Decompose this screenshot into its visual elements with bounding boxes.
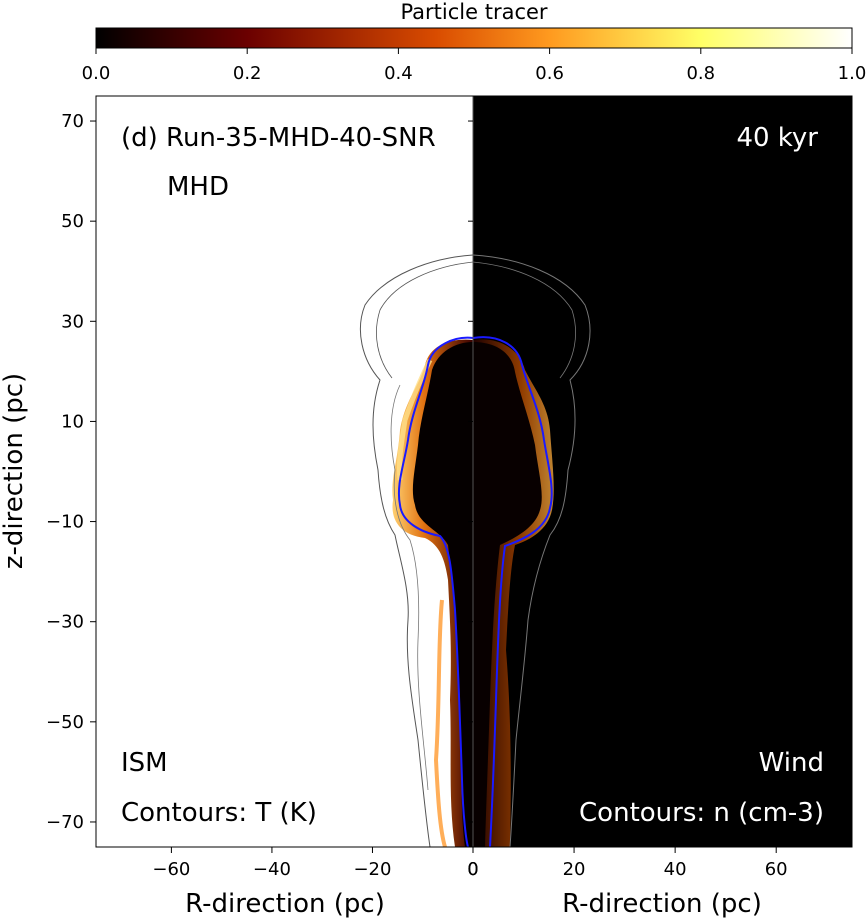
x-right-tick-label: 60: [765, 859, 788, 880]
ism-region-label: ISM: [121, 748, 168, 778]
y-tick-label: −30: [46, 612, 84, 633]
colorbar-tick-label: 0.8: [686, 63, 715, 84]
y-axis-ticks: 70 50 30 10 −10 −30 −50 −70: [46, 111, 473, 833]
colorbar-tick-label: 1.0: [838, 63, 866, 84]
colorbar-gradient: [95, 27, 853, 49]
x-left-tick-label: −40: [253, 859, 291, 880]
time-label: 40 kyr: [736, 123, 818, 153]
x-right-tick-label: 40: [664, 859, 687, 880]
colorbar-tick-label: 0.4: [384, 63, 413, 84]
panel-label: (d) Run-35-MHD-40-SNR: [121, 123, 436, 153]
y-tick-label: 10: [61, 411, 84, 432]
wind-plume: [472, 254, 591, 847]
colorbar-tick-label: 0.6: [535, 63, 564, 84]
x-axis-ticks: −60 −40 −20 00 20 40 60: [152, 847, 788, 880]
colorbar-tick-label: 0.2: [233, 63, 262, 84]
y-tick-label: 50: [61, 211, 84, 232]
ism-plume: [359, 254, 474, 847]
y-tick-label: −10: [46, 512, 84, 533]
x-axis-label-right: R-direction (pc): [562, 889, 762, 918]
x-right-tick-label: 0: [467, 859, 478, 880]
panel-subtitle: MHD: [167, 172, 229, 202]
colorbar-tick-label: 0.0: [82, 63, 111, 84]
y-tick-label: −50: [46, 712, 84, 733]
ism-contour-label: Contours: T (K): [121, 798, 317, 828]
colorbar-label: Particle tracer: [400, 0, 547, 24]
plot-area: [96, 96, 852, 847]
x-right-tick-label: 20: [563, 859, 586, 880]
x-left-tick-label: −20: [353, 859, 391, 880]
wind-contour-label: Contours: n (cm-3): [579, 798, 824, 828]
colorbar: Particle tracer 0.0 0.2 0.4 0.6 0.8 1.0: [82, 0, 866, 84]
colorbar-ticks: 0.0 0.2 0.4 0.6 0.8 1.0: [82, 48, 866, 84]
x-axis-label-left: R-direction (pc): [185, 889, 385, 918]
y-tick-label: 70: [61, 111, 84, 132]
plot-frame: [95, 95, 853, 848]
x-left-tick-label: 0: [467, 859, 478, 880]
y-axis-label: z-direction (pc): [0, 373, 29, 569]
y-tick-label: −70: [46, 812, 84, 833]
x-left-tick-label: −60: [152, 859, 190, 880]
y-tick-label: 30: [61, 311, 84, 332]
wind-region-label: Wind: [759, 748, 824, 778]
